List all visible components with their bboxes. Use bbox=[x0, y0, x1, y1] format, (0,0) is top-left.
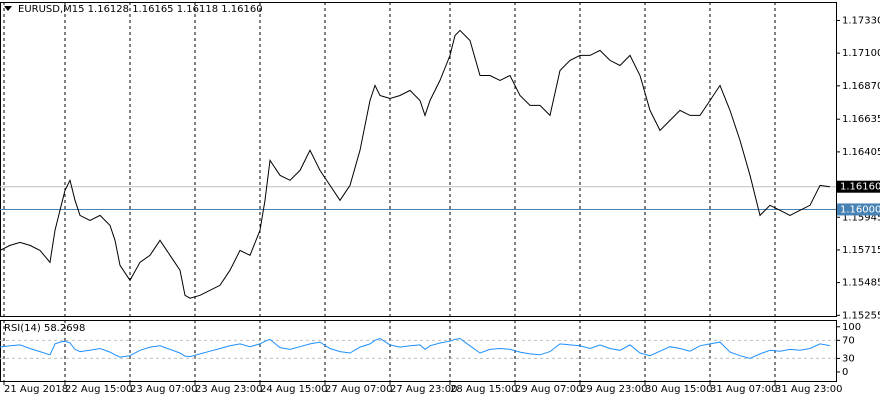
x-tick-label: 22 Aug 15:00 bbox=[65, 384, 132, 395]
y-tick-label: 1.15715 bbox=[842, 245, 880, 256]
y-tick-label: 1.16870 bbox=[842, 81, 880, 92]
y-tick-label: 100 bbox=[842, 322, 861, 333]
price-label: 1.16000 bbox=[840, 204, 880, 215]
y-tick-label: 1.17100 bbox=[842, 48, 880, 59]
indicator-title: RSI(14) 58.2698 bbox=[4, 323, 85, 334]
y-tick-label: 1.16635 bbox=[842, 114, 880, 125]
y-tick-label: 1.16405 bbox=[842, 147, 880, 158]
x-tick-label: 31 Aug 07:00 bbox=[710, 384, 777, 395]
y-tick-label: 0 bbox=[842, 367, 848, 378]
price-label-box bbox=[837, 180, 880, 193]
rsi-line bbox=[0, 337, 831, 359]
y-tick-label: 1.15255 bbox=[842, 310, 880, 321]
x-tick-label: 23 Aug 23:00 bbox=[195, 384, 262, 395]
x-tick-label: 29 Aug 23:00 bbox=[580, 384, 647, 395]
x-tick-label: 23 Aug 07:00 bbox=[130, 384, 197, 395]
y-tick-label: 1.17330 bbox=[842, 15, 880, 26]
x-tick-label: 27 Aug 07:00 bbox=[325, 384, 392, 395]
x-tick-label: 31 Aug 23:00 bbox=[775, 384, 842, 395]
chart-title: EURUSD,M15 1.16128 1.16165 1.16118 1.161… bbox=[18, 4, 263, 15]
y-tick-label: 1.15945 bbox=[842, 212, 880, 223]
panel-frame bbox=[0, 2, 837, 317]
y-tick-label: 1.15485 bbox=[842, 278, 880, 289]
price-label-box bbox=[837, 203, 880, 216]
panel-frame bbox=[0, 320, 837, 382]
y-tick-label: 70 bbox=[842, 335, 855, 346]
x-tick-label: 29 Aug 07:00 bbox=[515, 384, 582, 395]
price-line-series bbox=[0, 29, 831, 299]
x-tick-label: 24 Aug 15:00 bbox=[260, 384, 327, 395]
x-tick-label: 30 Aug 15:00 bbox=[645, 384, 712, 395]
y-tick-label: 30 bbox=[842, 353, 855, 364]
menu-arrow[interactable] bbox=[4, 6, 12, 11]
x-tick-label: 27 Aug 23:00 bbox=[390, 384, 457, 395]
x-tick-label: 28 Aug 15:00 bbox=[450, 384, 517, 395]
x-tick-label: 21 Aug 2018 bbox=[4, 384, 68, 395]
price-label: 1.16160 bbox=[840, 182, 880, 193]
